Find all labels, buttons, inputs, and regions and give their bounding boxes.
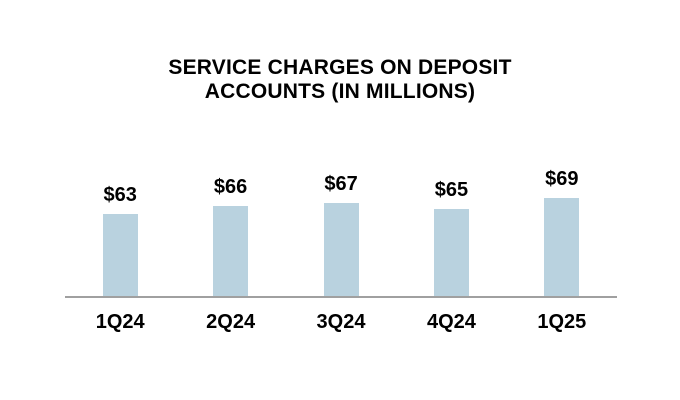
bar-value-label: $69 bbox=[545, 168, 579, 190]
bar bbox=[433, 209, 469, 296]
plot-area: $63 $66 $67 $65 $69 bbox=[65, 154, 617, 298]
bar-group: $67 bbox=[286, 173, 396, 296]
x-tick-label: 3Q24 bbox=[316, 311, 366, 333]
bar bbox=[323, 203, 359, 296]
bar-value-label: $67 bbox=[324, 173, 358, 195]
bar-group: $63 bbox=[65, 184, 175, 296]
bar-group: $65 bbox=[396, 179, 506, 296]
chart-title: SERVICE CHARGES ON DEPOSIT ACCOUNTS (IN … bbox=[168, 56, 512, 103]
x-axis-labels: 1Q24 2Q24 3Q24 4Q24 1Q25 bbox=[65, 298, 617, 334]
bar-value-label: $66 bbox=[213, 176, 248, 198]
bar bbox=[544, 198, 580, 296]
bar-value-label: $65 bbox=[434, 179, 469, 201]
bar bbox=[102, 214, 138, 296]
x-tick-label: 1Q24 bbox=[95, 311, 145, 333]
bar-group: $69 bbox=[507, 168, 617, 296]
x-tick-label: 2Q24 bbox=[206, 311, 256, 333]
x-tick-label: 4Q24 bbox=[426, 311, 476, 333]
bar-group: $66 bbox=[175, 176, 285, 296]
bar bbox=[213, 206, 249, 296]
x-tick-label: 1Q25 bbox=[537, 311, 587, 333]
bar-value-label: $63 bbox=[103, 184, 137, 206]
bar-chart: $63 $66 $67 $65 $69 1Q24 2Q24 3Q24 4Q24 1Q25 bbox=[65, 154, 617, 334]
